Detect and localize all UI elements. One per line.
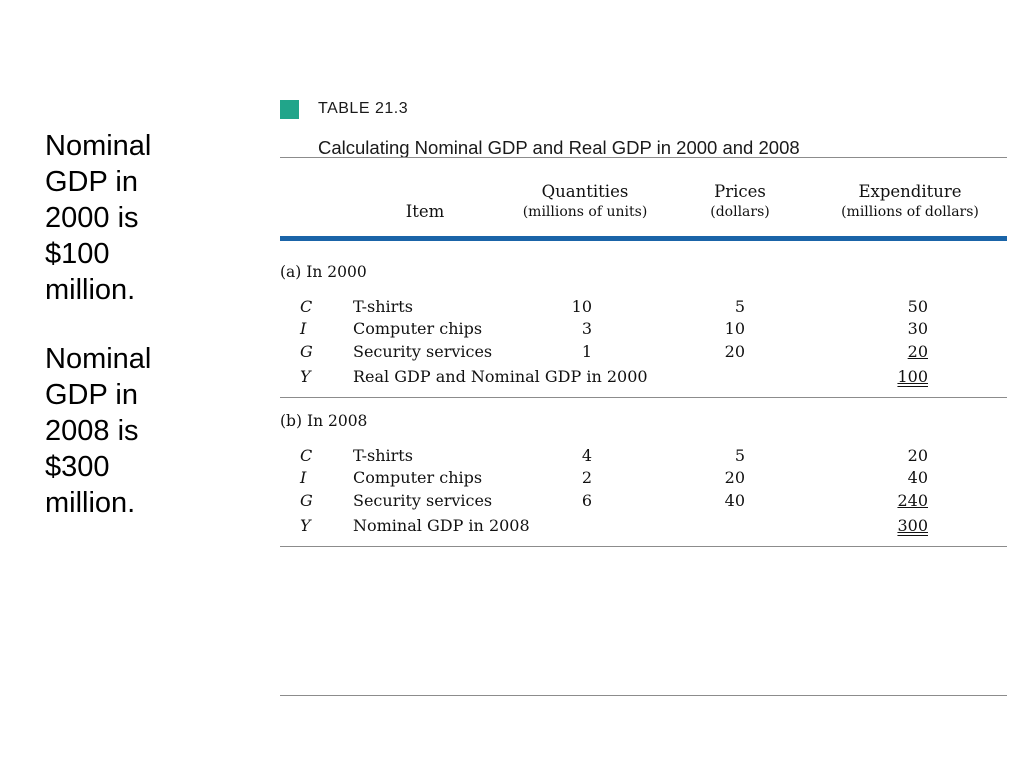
col-header-expenditure-label: Expenditure xyxy=(858,182,962,201)
row-quantity: 4 xyxy=(581,446,592,465)
row-price: 5 xyxy=(734,446,745,465)
section-label-2008: (b) In 2008 xyxy=(280,412,368,430)
col-header-quantities-label: Quantities xyxy=(541,182,629,201)
row-expenditure-total: 300 xyxy=(897,516,928,535)
table-title: Calculating Nominal GDP and Real GDP in … xyxy=(318,137,800,158)
row-item: Security services xyxy=(353,491,493,510)
col-header-prices: Prices (dollars) xyxy=(690,182,790,222)
section-label-2000: (a) In 2000 xyxy=(280,263,367,281)
row-quantity: 10 xyxy=(571,297,592,316)
col-header-expenditure-unit: (millions of dollars) xyxy=(841,204,979,220)
col-header-quantities: Quantities (millions of units) xyxy=(510,182,660,222)
divider-section xyxy=(280,397,1007,398)
row-price: 5 xyxy=(734,297,745,316)
divider-top xyxy=(280,157,1007,158)
table-label: TABLE 21.3 xyxy=(318,100,409,117)
col-header-expenditure: Expenditure (millions of dollars) xyxy=(830,182,990,222)
row-price: 40 xyxy=(724,491,745,510)
row-item: Computer chips xyxy=(353,319,483,338)
note-nominal-gdp-2000: Nominal GDP in 2000 is $100 million. xyxy=(45,130,152,306)
row-price: 20 xyxy=(724,342,745,361)
row-symbol: I xyxy=(300,319,307,338)
row-symbol: Y xyxy=(300,516,311,535)
row-expenditure: 40 xyxy=(907,468,928,487)
row-expenditure: 20 xyxy=(907,446,928,465)
row-price: 20 xyxy=(724,468,745,487)
row-symbol: Y xyxy=(300,367,311,386)
row-item: Computer chips xyxy=(353,468,483,487)
table-marker-square xyxy=(280,100,299,119)
divider-header-blue xyxy=(280,236,1007,241)
col-header-item-label: Item xyxy=(405,202,445,221)
row-symbol: C xyxy=(300,297,313,316)
row-item: T-shirts xyxy=(353,297,413,316)
row-expenditure-subtotal: 240 xyxy=(897,491,928,510)
side-notes: Nominal GDP in 2000 is $100 million. Nom… xyxy=(45,128,245,554)
row-symbol: G xyxy=(300,342,313,361)
divider-footer xyxy=(280,695,1007,696)
divider-bottom xyxy=(280,546,1007,547)
row-quantity: 6 xyxy=(581,491,592,510)
table-21-3: TABLE 21.3 Calculating Nominal GDP and R… xyxy=(280,92,1007,712)
row-item: Nominal GDP in 2008 xyxy=(353,516,530,535)
row-quantity: 2 xyxy=(581,468,592,487)
table-header: TABLE 21.3 Calculating Nominal GDP and R… xyxy=(280,100,1007,158)
row-expenditure: 30 xyxy=(907,319,928,338)
col-header-prices-unit: (dollars) xyxy=(710,204,770,220)
row-symbol: C xyxy=(300,446,313,465)
row-quantity: 3 xyxy=(581,319,592,338)
row-item: Real GDP and Nominal GDP in 2000 xyxy=(353,367,648,386)
row-item: Security services xyxy=(353,342,493,361)
col-header-quantities-unit: (millions of units) xyxy=(522,204,648,220)
note-nominal-gdp-2008: Nominal GDP in 2008 is $300 million. xyxy=(45,343,152,519)
row-expenditure-total: 100 xyxy=(897,367,928,386)
col-header-item: Item xyxy=(390,202,460,222)
row-expenditure-subtotal: 20 xyxy=(907,342,928,361)
row-quantity: 1 xyxy=(581,342,592,361)
row-price: 10 xyxy=(724,319,745,338)
row-symbol: G xyxy=(300,491,313,510)
col-header-prices-label: Prices xyxy=(714,182,766,201)
row-item: T-shirts xyxy=(353,446,413,465)
row-symbol: I xyxy=(300,468,307,487)
row-expenditure: 50 xyxy=(907,297,928,316)
